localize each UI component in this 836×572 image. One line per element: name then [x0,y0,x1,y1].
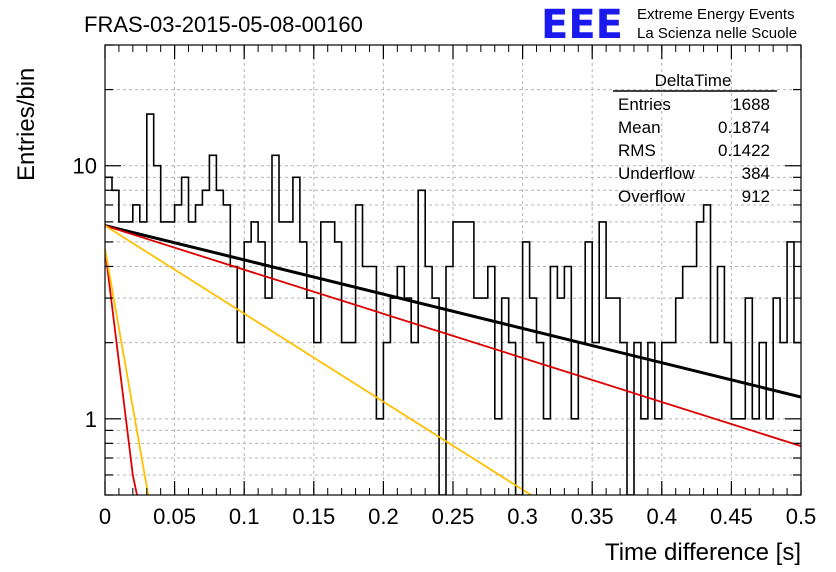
x-tick-label: 0.2 [368,504,399,529]
stats-label-mean: Mean [618,118,661,137]
x-tick-label: 0.25 [432,504,475,529]
logo-mark: EEE [541,2,623,48]
x-tick-label: 0.45 [710,504,753,529]
fit-line [105,248,150,495]
fit-line [105,224,801,399]
stats-value-rms: 0.1422 [718,141,770,160]
x-tick-label: 0.05 [153,504,196,529]
x-tick-label: 0 [99,504,111,529]
stats-value-mean: 0.1874 [718,118,770,137]
fit-line [105,224,801,447]
stats-label-rms: RMS [618,141,656,160]
chart-title: FRAS-03-2015-05-08-00160 [84,12,363,37]
histogram-outline [105,113,801,495]
x-tick-label: 0.3 [507,504,538,529]
y-axis-label: Entries/bin [13,68,40,181]
stats-value-entries: 1688 [732,95,770,114]
stats-label-entries: Entries [618,95,671,114]
y-tick-label: 10 [73,154,97,179]
stats-box: DeltaTime Entries 1688 Mean 0.1874 RMS 0… [613,71,777,206]
stats-box-title: DeltaTime [655,71,732,90]
stats-value-overflow: 912 [742,187,770,206]
x-tick-label: 0.35 [571,504,614,529]
x-tick-label: 0.5 [786,504,817,529]
stats-value-underflow: 384 [742,164,770,183]
eee-logo: EEE Extreme Energy Events La Scienza nel… [541,2,797,48]
histogram-series [105,113,801,495]
stats-label-underflow: Underflow [618,164,695,183]
fit-line [105,224,532,495]
fit-line [105,248,138,495]
x-tick-label: 0.4 [647,504,678,529]
x-tick-label: 0.15 [292,504,335,529]
logo-line-2: La Scienza nelle Scuole [637,25,797,42]
grid-lines [105,44,801,496]
logo-line-1: Extreme Energy Events [637,6,795,23]
axis-ticks: 0 0.05 0.1 0.15 0.2 0.25 0.3 0.35 0.4 0.45 0.5 1 10 [73,44,817,529]
stats-label-overflow: Overflow [618,187,686,206]
y-tick-label: 1 [85,407,97,432]
x-axis-label: Time difference [s] [605,539,801,566]
fit-lines [105,224,801,495]
x-tick-label: 0.1 [229,504,260,529]
